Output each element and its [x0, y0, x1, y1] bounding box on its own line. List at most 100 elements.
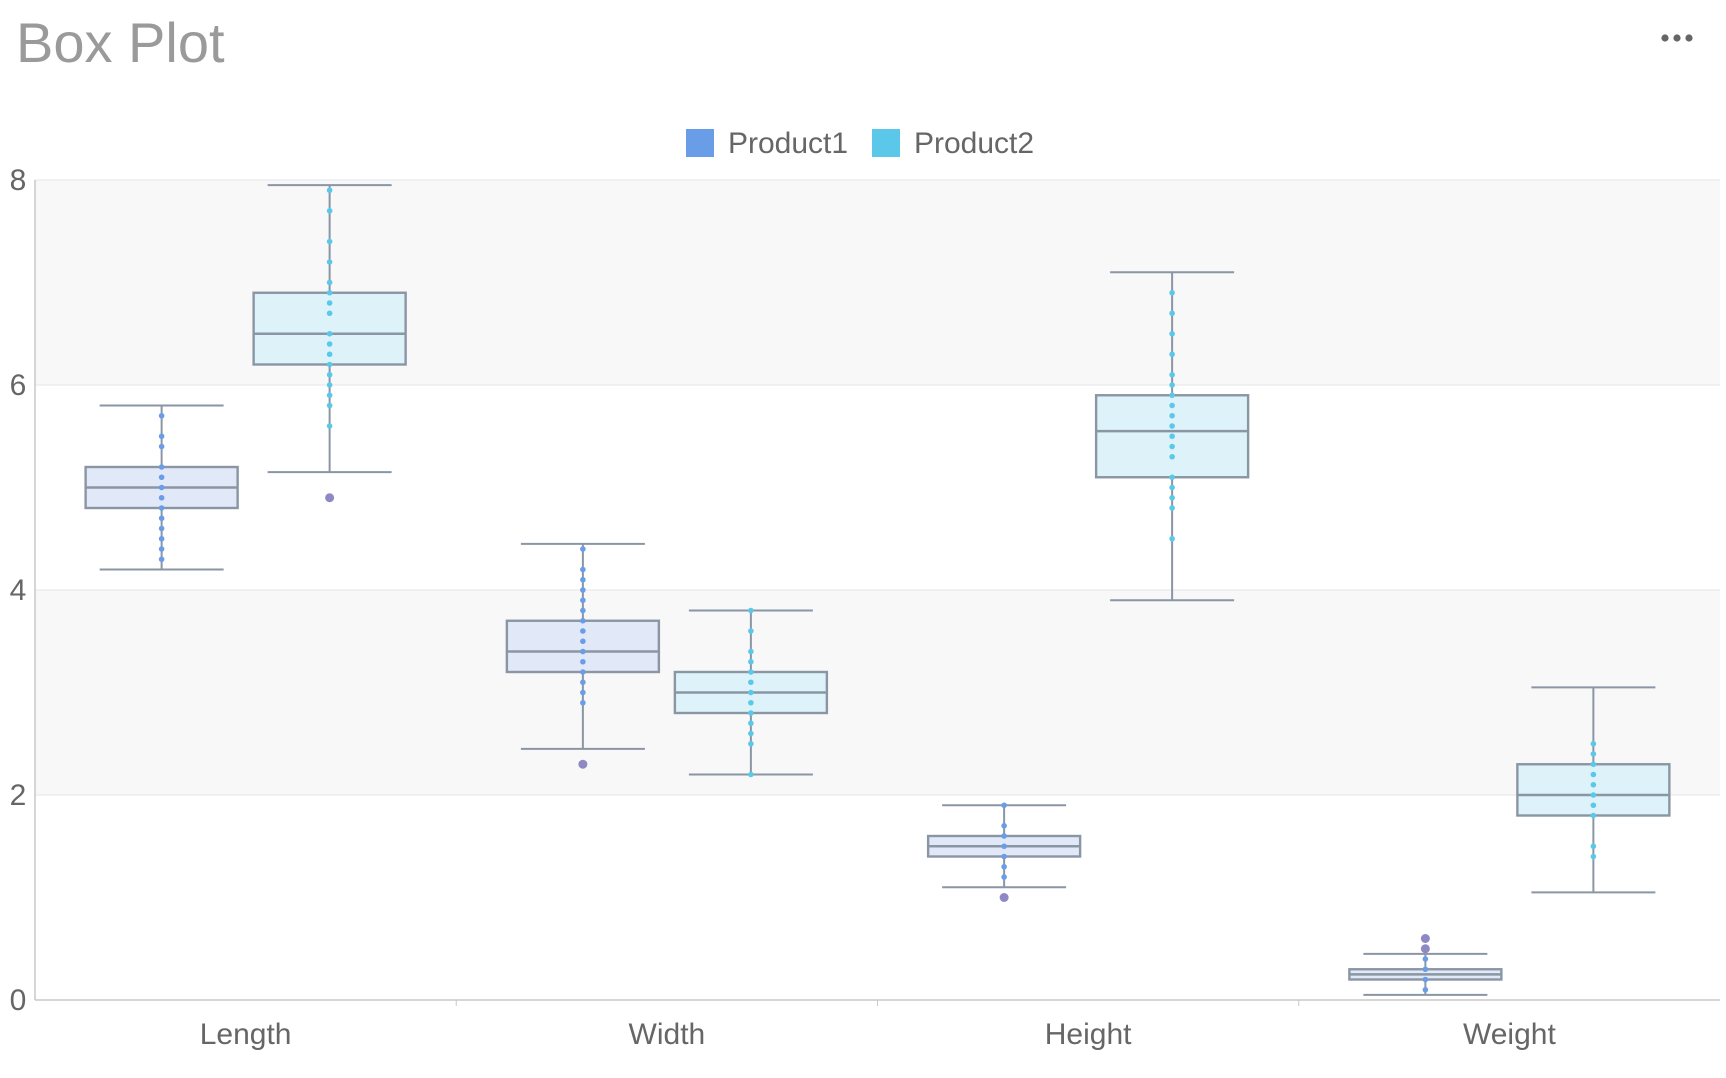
data-point [1169, 505, 1175, 511]
box-height[interactable] [926, 802, 1082, 902]
data-point [326, 330, 333, 337]
data-point [1590, 781, 1597, 788]
data-point [1422, 986, 1429, 993]
legend-item[interactable]: Product2 [872, 127, 1034, 160]
data-point [1169, 310, 1175, 317]
data-point [1169, 494, 1175, 501]
y-tick-label: 4 [10, 574, 27, 607]
data-point [1169, 433, 1175, 440]
box-width[interactable] [673, 607, 829, 778]
data-point [158, 546, 165, 552]
data-point [580, 648, 586, 655]
box-weight[interactable] [1516, 686, 1671, 894]
data-point [580, 597, 586, 604]
data-point [580, 689, 586, 696]
y-tick-label: 2 [10, 779, 27, 812]
data-point [580, 628, 586, 634]
data-point [748, 669, 754, 675]
data-point [326, 187, 333, 194]
data-point [580, 617, 586, 624]
box-height[interactable] [1094, 271, 1250, 602]
data-point [1169, 382, 1175, 388]
data-point [326, 423, 333, 429]
data-point [1422, 956, 1429, 962]
x-tick-label: Length [200, 1018, 292, 1051]
data-point [158, 535, 165, 542]
data-point [1590, 740, 1597, 747]
data-point [326, 238, 333, 245]
data-point [580, 679, 586, 686]
data-point [158, 505, 165, 511]
data-point [158, 556, 165, 563]
data-point [1590, 751, 1597, 757]
data-point [580, 669, 586, 675]
legend-label: Product1 [728, 127, 848, 160]
data-point [326, 279, 333, 286]
data-point [1169, 443, 1175, 450]
outlier-point[interactable] [999, 893, 1009, 902]
data-point [1169, 330, 1175, 337]
data-point [1422, 976, 1429, 983]
box-length[interactable] [252, 184, 407, 503]
data-point [326, 351, 333, 358]
legend-swatch [872, 129, 900, 157]
chart-title: Box Plot [16, 11, 225, 74]
data-point [580, 658, 586, 665]
data-point [158, 412, 165, 419]
legend: Product1 Product2 [686, 127, 1034, 160]
data-point [1169, 289, 1175, 296]
more-horizontal-icon [1661, 34, 1693, 42]
data-point [158, 494, 165, 501]
data-point [1001, 863, 1007, 870]
data-point [1001, 822, 1007, 829]
outlier-point[interactable] [1420, 944, 1430, 954]
data-point [326, 289, 333, 296]
data-point [158, 474, 165, 481]
outlier-point[interactable] [578, 759, 588, 769]
data-point [748, 740, 754, 747]
outlier-point[interactable] [325, 493, 335, 503]
legend-swatch [686, 129, 714, 157]
data-point [748, 628, 754, 634]
box-width[interactable] [505, 542, 661, 769]
data-point [326, 310, 333, 317]
data-point [158, 525, 165, 532]
outlier-point[interactable] [1420, 934, 1430, 943]
data-point [1590, 843, 1597, 850]
data-point [1590, 771, 1597, 778]
data-point [748, 658, 754, 665]
more-options-button[interactable] [1652, 18, 1702, 58]
legend-item[interactable]: Product1 [686, 127, 848, 160]
y-tick-label: 6 [10, 369, 27, 402]
x-tick-label: Height [1045, 1018, 1132, 1051]
y-tick-label: 8 [10, 164, 27, 197]
data-point [1422, 966, 1429, 973]
data-point [1169, 392, 1175, 399]
box-length[interactable] [84, 404, 239, 571]
data-point [326, 392, 333, 399]
data-point [326, 300, 333, 306]
data-point [1001, 843, 1007, 850]
data-point [748, 679, 754, 686]
data-point [1169, 423, 1175, 429]
data-point [748, 689, 754, 696]
box-weight[interactable] [1348, 934, 1503, 996]
series-product2 [252, 184, 1671, 894]
series-product1 [84, 404, 1503, 996]
data-point [1590, 812, 1597, 819]
data-point [1590, 853, 1597, 860]
data-point [580, 607, 586, 614]
data-point [748, 720, 754, 727]
data-point [748, 607, 754, 614]
data-point [748, 710, 754, 716]
data-point [1590, 792, 1597, 798]
plot-band [35, 590, 1720, 795]
data-point [158, 433, 165, 440]
data-point [1001, 853, 1007, 860]
data-point [1169, 474, 1175, 481]
data-point [1169, 402, 1175, 409]
plot-bands [35, 180, 1720, 795]
data-point [1169, 371, 1175, 378]
data-point [326, 361, 333, 368]
data-point [580, 638, 586, 645]
